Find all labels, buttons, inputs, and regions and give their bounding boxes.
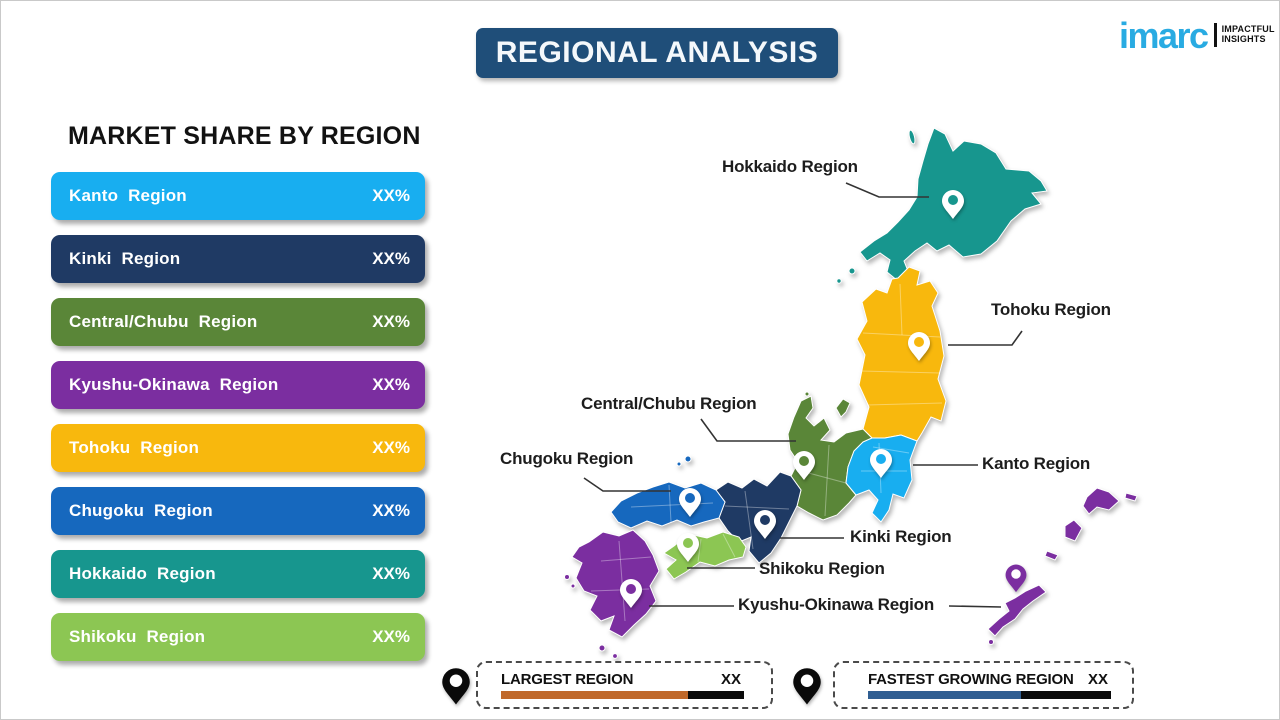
bar-value: XX% [372,564,410,583]
map-label-central-chubu: Central/Chubu Region [581,394,757,413]
map-pin-shikoku [677,533,699,562]
map-label-shikoku: Shikoku Region [759,559,885,578]
map-region-kyushu [571,529,660,638]
imarc-logo-tagline: IMPACTFUL INSIGHTS [1222,24,1275,44]
market-share-bar-kanto: Kanto Region XX% [51,172,425,220]
bar-value: XX% [372,312,410,331]
map-label-kinki: Kinki Region [850,527,952,546]
map-pin-tohoku [908,332,930,361]
map-label-kyushu-okinawa: Kyushu-Okinawa Region [738,595,935,614]
bar-label: Central/Chubu Region [69,312,258,331]
map-pin-chugoku [679,488,701,517]
imarc-logo: imarc IMPACTFUL INSIGHTS [1119,15,1275,56]
map-islet [598,644,606,652]
legend-largest-region: LARGEST REGION XX [476,661,773,709]
connector-central-chubu [700,418,796,442]
market-share-bar-shikoku: Shikoku Region XX% [51,613,425,661]
map-label-hokkaido: Hokkaido Region [722,157,858,176]
bar-label: Kyushu-Okinawa Region [69,375,279,394]
logo-tagline-line2: INSIGHTS [1221,34,1266,44]
map-islet [676,461,682,467]
map-island-sado [835,398,851,418]
bar-label: Kinki Region [69,249,181,268]
bar-label: Hokkaido Region [69,564,216,583]
market-share-bar-chugoku: Chugoku Region XX% [51,487,425,535]
map-region-tohoku [856,266,947,442]
map-islet [612,653,618,659]
map-pin-kinki [754,510,776,539]
map-islet [848,267,856,275]
bar-label: Chugoku Region [69,501,213,520]
legend-fastest-growing-region: FASTEST GROWING REGION XX [833,661,1134,709]
legend-fastest-fill [868,691,1022,699]
map-pin-hokkaido [942,190,964,219]
map-island-tsushima [564,574,570,580]
map-pin-kyushu [620,579,642,608]
map-pin-okinawa [1005,564,1027,593]
legend-pin-largest [442,668,470,705]
legend-fastest-label: FASTEST GROWING REGION [868,671,1074,688]
legend-largest-fill [501,691,689,699]
map-islands-okinawa [987,487,1138,645]
map-island-rishiri [908,129,916,145]
logo-tagline-line1: IMPACTFUL [1221,24,1275,34]
legend-fastest-value: XX [1087,671,1108,688]
bar-label: Tohoku Region [69,438,200,457]
bar-value: XX% [372,438,410,457]
legend-largest-track [501,691,744,699]
map-label-tohoku: Tohoku Region [991,300,1111,319]
bar-value: XX% [372,375,410,394]
bar-value: XX% [372,186,410,205]
bar-value: XX% [372,627,410,646]
market-share-heading: MARKET SHARE BY REGION [68,122,421,150]
market-share-bar-kinki: Kinki Region XX% [51,235,425,283]
map-pin-kanto [870,449,892,478]
connector-hokkaido [845,182,929,198]
market-share-bar-hokkaido: Hokkaido Region XX% [51,550,425,598]
legend-largest-label: LARGEST REGION [501,671,634,688]
connector-okinawa-right [948,605,1002,608]
legend-fastest-track [868,691,1111,699]
bar-label: Kanto Region [69,186,187,205]
map-islet [836,278,842,284]
imarc-logo-text: imarc [1119,15,1209,56]
map-region-kanto [845,434,918,523]
map-label-chugoku: Chugoku Region [500,449,634,468]
map-island-oki [684,455,692,463]
bar-value: XX% [372,249,410,268]
map-islet [804,391,810,397]
market-share-bar-central-chubu: Central/Chubu Region XX% [51,298,425,346]
connector-chugoku [583,477,671,492]
map-pin-central-chubu [793,451,815,480]
market-share-list: Kanto Region XX% Kinki Region XX% Centra… [51,172,425,676]
map-islet [570,583,576,589]
bar-label: Shikoku Region [69,627,206,646]
legend-largest-value: XX [720,671,741,688]
bar-value: XX% [372,501,410,520]
logo-divider [1213,23,1217,47]
legend-pin-fastest [793,668,821,705]
market-share-bar-kyushu-okinawa: Kyushu-Okinawa Region XX% [51,361,425,409]
map-label-kanto: Kanto Region [982,454,1091,473]
market-share-bar-tohoku: Tohoku Region XX% [51,424,425,472]
connector-tohoku [948,330,1023,346]
label-connectors [583,182,1023,608]
page-title: REGIONAL ANALYSIS [476,28,838,78]
